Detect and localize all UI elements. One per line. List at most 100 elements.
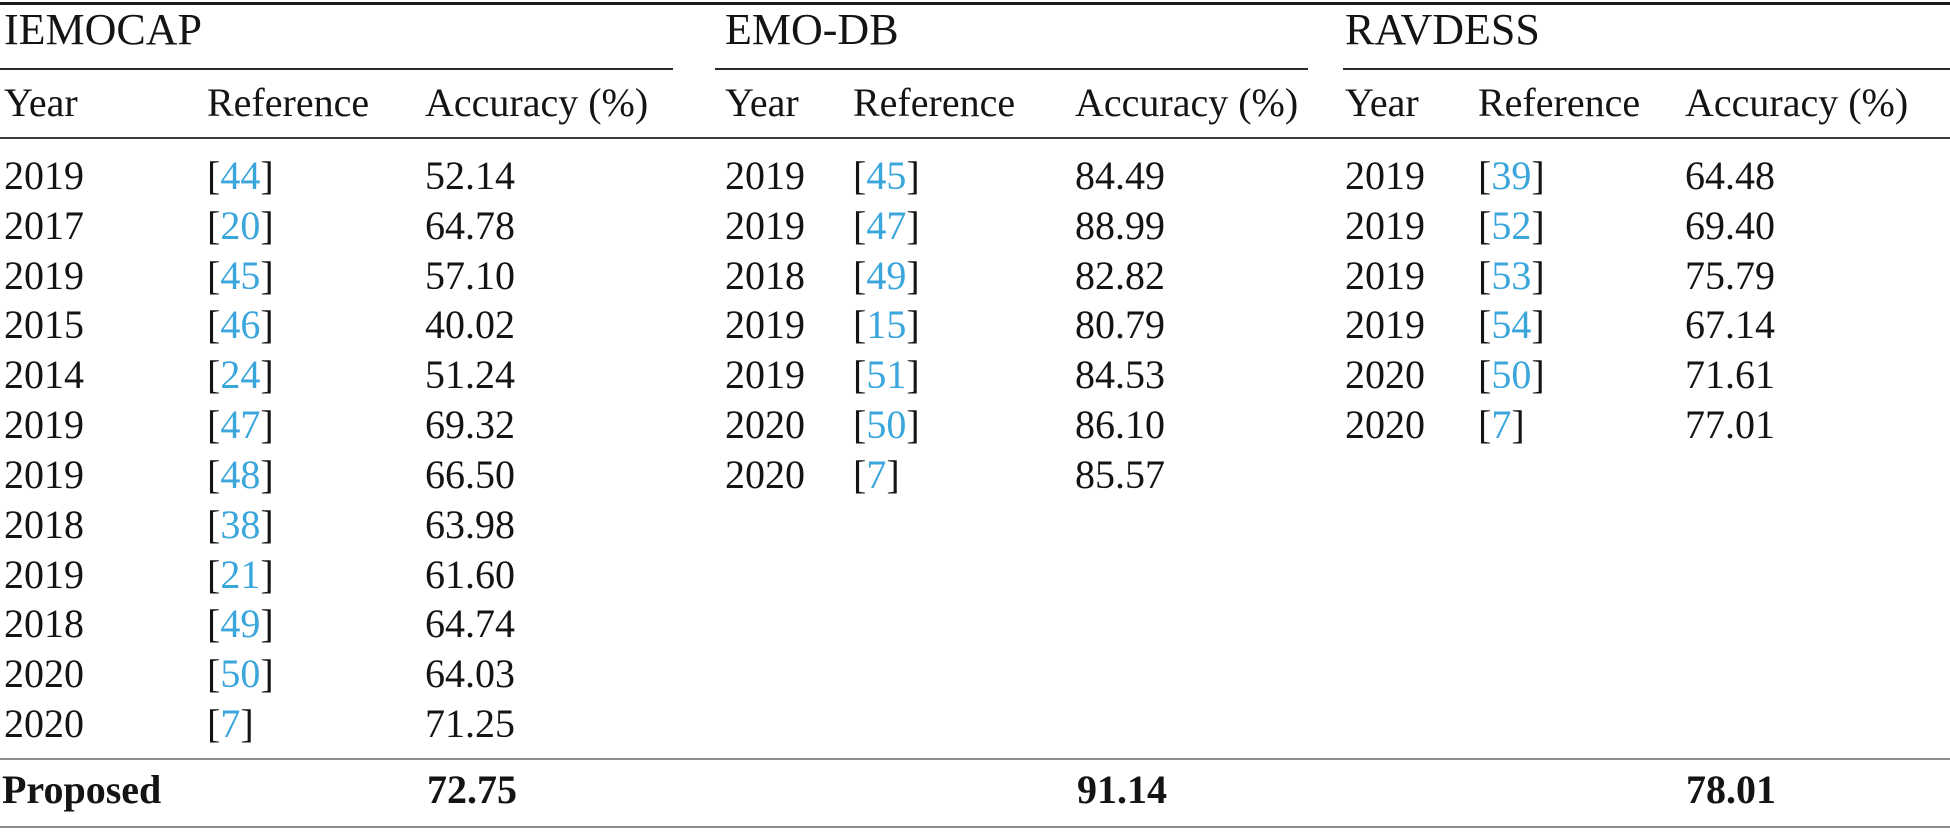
accuracy-cell: 40.02 (425, 302, 515, 348)
year-cell: 2019 (4, 451, 84, 497)
accuracy-cell: 69.40 (1685, 202, 1775, 248)
column-header-row: Year Reference Accuracy (%) (0, 81, 673, 125)
bracket-close: ] (260, 402, 274, 448)
citation-link[interactable]: 49 (220, 601, 261, 647)
proposed-row-label: Proposed (2, 767, 162, 812)
reference-cell: [24] (207, 350, 425, 400)
bracket-close: ] (1531, 302, 1545, 348)
citation-link[interactable]: 54 (1491, 302, 1532, 348)
citation-link[interactable]: 45 (866, 153, 907, 198)
bracket-open: [ (207, 202, 221, 248)
citation-link[interactable]: 7 (866, 451, 887, 497)
reference-cell: [52] (1478, 201, 1685, 251)
reference-cell: [54] (1478, 300, 1685, 350)
bracket-open: [ (207, 352, 221, 398)
citation-link[interactable]: 7 (1491, 402, 1512, 448)
table-title-ravdess: RAVDESS (1345, 5, 1540, 54)
bracket-close: ] (886, 451, 900, 497)
year-cell: 2019 (4, 252, 84, 298)
year-cell: 2020 (725, 402, 805, 448)
reference-cell: [44] (207, 151, 425, 201)
column-header-accuracy: Accuracy (%) (1685, 80, 1909, 125)
bracket-open: [ (1478, 402, 1492, 448)
citation-link[interactable]: 38 (220, 501, 261, 547)
year-cell: 2019 (725, 352, 805, 398)
citation-link[interactable]: 51 (866, 352, 907, 398)
reference-cell: [7] (1478, 400, 1685, 450)
citation-link[interactable]: 21 (220, 551, 261, 597)
top-rule (0, 2, 1950, 5)
reference-cell: [46] (207, 300, 425, 350)
citation-link[interactable]: 50 (220, 651, 261, 697)
accuracy-cell: 66.50 (425, 451, 515, 497)
reference-cell: [49] (853, 251, 1075, 301)
citation-link[interactable]: 24 (220, 352, 261, 398)
reference-cell: [51] (853, 350, 1075, 400)
title-rule (1343, 68, 1950, 70)
bracket-close: ] (906, 302, 920, 348)
citation-link[interactable]: 47 (866, 202, 907, 248)
proposed-accuracy-emodb: 91.14 (1077, 767, 1167, 812)
column-header-year: Year (725, 80, 799, 125)
table-title-emodb: EMO-DB (725, 5, 899, 54)
reference-cell: [39] (1478, 151, 1685, 201)
citation-link[interactable]: 7 (220, 701, 241, 747)
citation-link[interactable]: 20 (220, 202, 261, 248)
table-body-iemocap: 2019 [44] 52.14 2017 [20] 64.78 2019 [45] 57.10 2… (0, 151, 673, 749)
citation-link[interactable]: 39 (1491, 153, 1532, 198)
year-cell: 2019 (725, 202, 805, 248)
citation-link[interactable]: 50 (1491, 352, 1532, 398)
citation-link[interactable]: 47 (220, 402, 261, 448)
citation-link[interactable]: 53 (1491, 252, 1532, 298)
bracket-open: [ (207, 153, 221, 198)
bracket-close: ] (260, 302, 274, 348)
bracket-close: ] (260, 451, 274, 497)
table-body-emodb: 2019 [45] 84.49 2019 [47] 88.99 2018 [49] 82.82 2… (715, 151, 1308, 500)
accuracy-cell: 82.82 (1075, 252, 1165, 298)
year-cell: 2015 (4, 302, 84, 348)
accuracy-cell: 51.24 (425, 352, 515, 398)
bracket-open: [ (853, 402, 867, 448)
table-group-iemocap: IEMOCAP Year Reference Accuracy (%) 2019… (0, 0, 673, 833)
year-cell: 2019 (4, 153, 84, 198)
citation-link[interactable]: 49 (866, 252, 907, 298)
reference-cell: [49] (207, 599, 425, 649)
column-header-year: Year (4, 80, 78, 125)
bracket-close: ] (260, 601, 274, 647)
citation-link[interactable]: 44 (220, 153, 261, 198)
bracket-open: [ (207, 551, 221, 597)
year-cell: 2020 (1345, 352, 1425, 398)
bracket-open: [ (853, 153, 867, 198)
accuracy-cell: 52.14 (425, 153, 515, 198)
bracket-open: [ (853, 202, 867, 248)
bracket-open: [ (1478, 153, 1492, 198)
accuracy-cell: 69.32 (425, 402, 515, 448)
reference-cell: [45] (207, 251, 425, 301)
year-cell: 2019 (725, 153, 805, 198)
table-group-ravdess: RAVDESS Year Reference Accuracy (%) 2019… (1343, 0, 1950, 833)
citation-link[interactable]: 50 (866, 402, 907, 448)
bracket-close: ] (260, 202, 274, 248)
column-header-row: Year Reference Accuracy (%) (715, 81, 1308, 125)
citation-link[interactable]: 15 (866, 302, 907, 348)
citation-link[interactable]: 45 (220, 252, 261, 298)
accuracy-cell: 75.79 (1685, 252, 1775, 298)
reference-cell: [7] (853, 450, 1075, 500)
bracket-close: ] (1531, 352, 1545, 398)
bracket-close: ] (1531, 202, 1545, 248)
reference-cell: [47] (853, 201, 1075, 251)
year-cell: 2020 (725, 451, 805, 497)
year-cell: 2019 (4, 551, 84, 597)
year-cell: 2017 (4, 202, 84, 248)
citation-link[interactable]: 48 (220, 451, 261, 497)
bracket-open: [ (1478, 352, 1492, 398)
reference-cell: [50] (1478, 350, 1685, 400)
citation-link[interactable]: 52 (1491, 202, 1532, 248)
citation-link[interactable]: 46 (220, 302, 261, 348)
bracket-close: ] (260, 252, 274, 298)
reference-cell: [20] (207, 201, 425, 251)
reference-cell: [53] (1478, 251, 1685, 301)
table-group-emodb: EMO-DB Year Reference Accuracy (%) 2019 [… (715, 0, 1308, 833)
accuracy-cell: 67.14 (1685, 302, 1775, 348)
